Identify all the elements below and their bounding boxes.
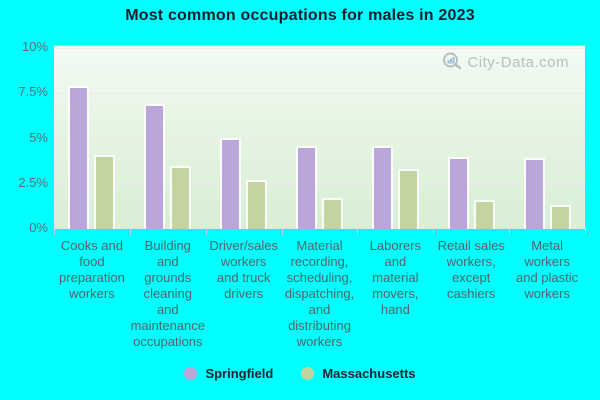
bar-springfield-6: [523, 158, 545, 229]
x-tick-1: [129, 228, 131, 235]
legend-marker-icon: [184, 367, 198, 380]
x-tick-7: [585, 228, 586, 235]
legend-item-springfield: Springfield: [184, 366, 273, 381]
category-label-2: Driver/sales workers and truck drivers: [209, 238, 278, 301]
legend-item-massachusetts: Massachusetts: [301, 366, 416, 381]
category-label-0: Cooks and food preparation workers: [59, 238, 125, 301]
legend-marker-icon: [301, 367, 315, 380]
bar-massachusetts-3: [322, 198, 343, 229]
x-tick-5: [433, 228, 435, 235]
x-axis-category-labels: Cooks and food preparation workers Buildi…: [54, 238, 585, 350]
legend-label: Massachusetts: [322, 366, 416, 381]
bar-massachusetts-5: [473, 200, 495, 229]
legend-label: Springfield: [205, 366, 274, 381]
x-tick-4: [357, 228, 359, 235]
category-label-1: Building and grounds cleaning and mainte…: [130, 238, 206, 349]
y-tick-label-5: 5%: [29, 129, 48, 145]
bar-springfield-0: [68, 86, 90, 229]
y-tick-label-7.5: 7.5%: [18, 84, 48, 100]
x-tick-3: [281, 228, 283, 235]
chart-title: Most common occupations for males in 202…: [125, 7, 475, 24]
x-tick-2: [205, 228, 207, 235]
bar-group-4: [357, 46, 433, 229]
category-label-5: Retail sales workers, except cashiers: [437, 238, 505, 301]
bar-massachusetts-2: [246, 180, 268, 229]
y-tick-label-10: 10%: [21, 39, 48, 54]
category-label-3: Material recording, scheduling, dispatch…: [284, 238, 355, 349]
category-label-6: Metal workers and plastic workers: [516, 238, 579, 301]
bar-group-3: [282, 46, 358, 229]
bar-group-1: [130, 46, 206, 229]
gridline-5: [54, 138, 585, 140]
category-label-4: Laborers and material movers, hand: [369, 238, 422, 317]
bar-group-2: [206, 46, 282, 229]
legend: Springfield Massachusetts: [0, 366, 600, 381]
bar-group-5: [433, 46, 509, 229]
bar-group-0: [54, 46, 130, 229]
bar-springfield-3: [296, 146, 317, 229]
bar-springfield-4: [371, 146, 393, 229]
bar-massachusetts-0: [94, 155, 116, 229]
y-tick-label-0: 0%: [29, 220, 48, 235]
x-tick-0: [54, 228, 55, 235]
y-tick-label-2.5: 2.5%: [18, 174, 48, 190]
bar-massachusetts-4: [397, 169, 419, 229]
gridline-10: [54, 48, 585, 49]
gridline-7.5: [54, 93, 585, 95]
bar-groups: [54, 46, 585, 229]
gridline-2.5: [54, 183, 585, 185]
bar-massachusetts-6: [549, 205, 571, 229]
bar-springfield-2: [220, 138, 242, 229]
bar-springfield-5: [447, 157, 469, 229]
plot-area: City-Data.com: [54, 45, 585, 229]
bar-springfield-1: [144, 104, 166, 229]
bar-group-6: [509, 46, 585, 229]
bar-massachusetts-1: [170, 166, 192, 229]
x-tick-6: [509, 228, 511, 235]
